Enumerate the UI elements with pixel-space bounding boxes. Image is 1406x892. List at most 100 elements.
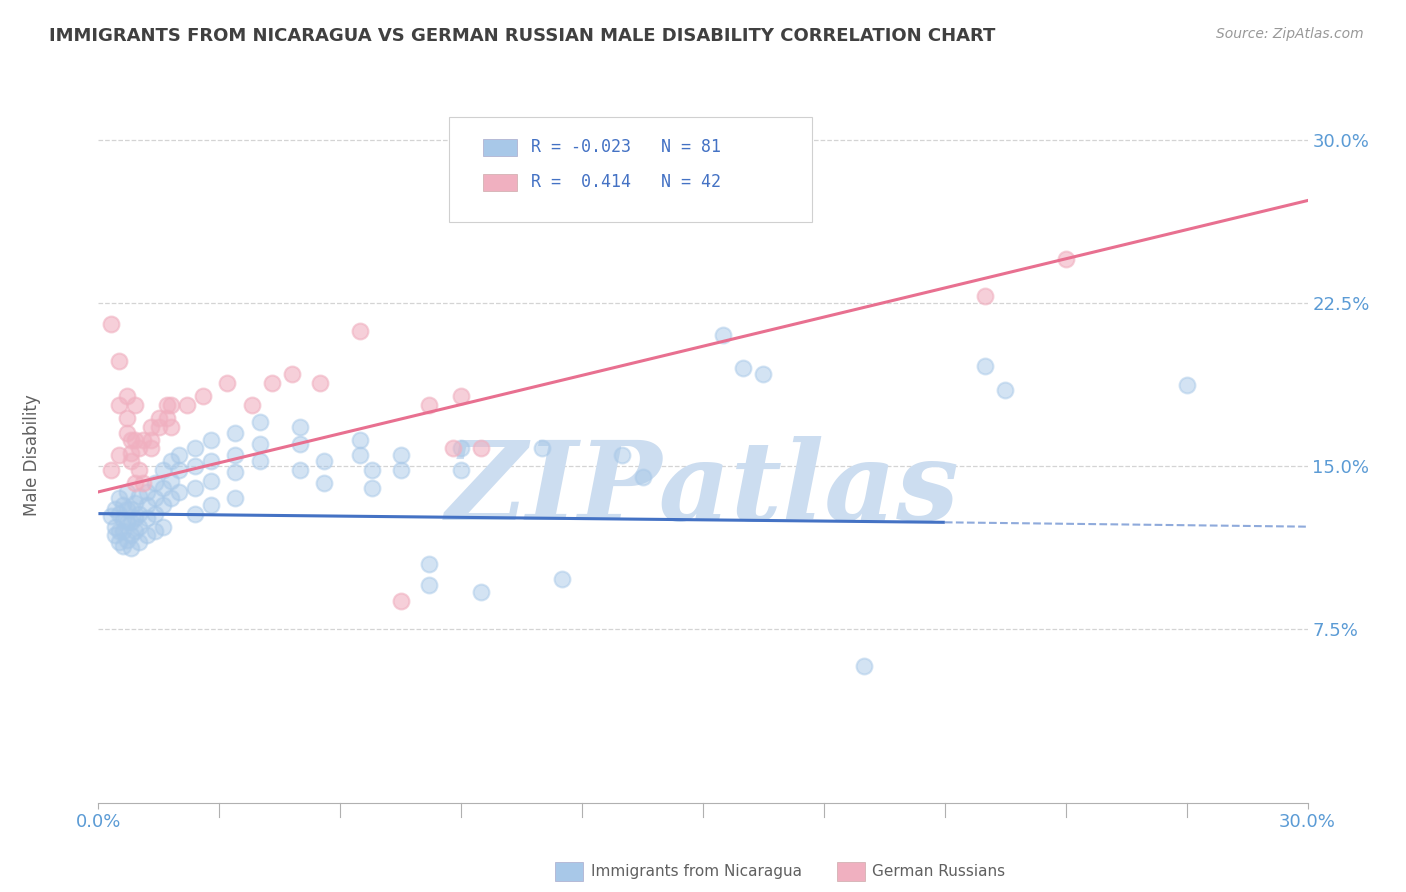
Point: [148, 411, 170, 425]
Point: [111, 513, 134, 527]
Point: [160, 398, 183, 412]
Point: [107, 398, 129, 412]
Point: [160, 474, 183, 488]
Point: [115, 533, 138, 547]
Point: [994, 383, 1017, 397]
Point: [288, 437, 311, 451]
Point: [115, 426, 138, 441]
Point: [450, 442, 472, 456]
Point: [156, 398, 179, 412]
Point: [128, 489, 150, 503]
Point: [752, 368, 775, 382]
Point: [143, 507, 166, 521]
Text: R =  0.414   N = 42: R = 0.414 N = 42: [531, 173, 721, 191]
Point: [974, 289, 997, 303]
Point: [167, 463, 190, 477]
Point: [260, 376, 283, 391]
Point: [418, 557, 440, 571]
Point: [107, 448, 129, 462]
Point: [314, 454, 336, 468]
Point: [217, 376, 239, 391]
Point: [733, 361, 755, 376]
Point: [124, 476, 146, 491]
Point: [152, 463, 174, 477]
Point: [249, 454, 271, 468]
Text: ZIPatlas: ZIPatlas: [446, 436, 960, 543]
Point: [470, 585, 492, 599]
Point: [160, 491, 183, 506]
Point: [120, 502, 142, 516]
Point: [152, 519, 174, 533]
Point: [111, 524, 134, 538]
Point: [120, 454, 142, 468]
Point: [184, 442, 207, 456]
Point: [349, 448, 371, 462]
Point: [103, 502, 125, 516]
Point: [152, 498, 174, 512]
Point: [167, 484, 190, 499]
Point: [288, 419, 311, 434]
Point: [115, 411, 138, 425]
Point: [124, 524, 146, 538]
Point: [224, 448, 246, 462]
Point: [120, 433, 142, 447]
Point: [120, 446, 142, 460]
Point: [711, 328, 734, 343]
Point: [107, 524, 129, 538]
Point: [103, 519, 125, 533]
Point: [156, 411, 179, 425]
Point: [389, 593, 412, 607]
Point: [349, 433, 371, 447]
Point: [135, 498, 157, 512]
Point: [361, 481, 384, 495]
Bar: [482, 174, 517, 191]
Point: [135, 484, 157, 499]
Point: [441, 442, 464, 456]
Point: [240, 398, 263, 412]
Point: [361, 463, 384, 477]
Point: [193, 389, 215, 403]
Point: [124, 398, 146, 412]
Point: [115, 502, 138, 516]
Point: [450, 463, 472, 477]
Point: [143, 524, 166, 538]
Point: [309, 376, 332, 391]
Point: [135, 511, 157, 525]
Point: [184, 481, 207, 495]
Text: German Russians: German Russians: [872, 864, 1005, 879]
Point: [124, 511, 146, 525]
Point: [974, 359, 997, 373]
Point: [281, 368, 304, 382]
Point: [124, 433, 146, 447]
FancyBboxPatch shape: [449, 118, 811, 222]
Point: [139, 433, 162, 447]
Point: [288, 463, 311, 477]
Point: [200, 474, 222, 488]
Point: [124, 496, 146, 510]
Point: [349, 324, 371, 338]
Point: [470, 442, 492, 456]
Point: [176, 398, 198, 412]
Point: [111, 498, 134, 512]
Text: R = -0.023   N = 81: R = -0.023 N = 81: [531, 138, 721, 156]
Point: [389, 448, 412, 462]
Point: [160, 419, 183, 434]
Text: Male Disability: Male Disability: [22, 394, 41, 516]
Point: [107, 507, 129, 521]
Point: [111, 539, 134, 553]
Point: [120, 528, 142, 542]
Point: [224, 466, 246, 480]
Point: [314, 476, 336, 491]
Point: [100, 463, 122, 477]
Bar: [482, 139, 517, 156]
Point: [184, 507, 207, 521]
Point: [143, 491, 166, 506]
Point: [1175, 378, 1198, 392]
Text: IMMIGRANTS FROM NICARAGUA VS GERMAN RUSSIAN MALE DISABILITY CORRELATION CHART: IMMIGRANTS FROM NICARAGUA VS GERMAN RUSS…: [49, 27, 995, 45]
Point: [128, 534, 150, 549]
Point: [115, 484, 138, 499]
Point: [143, 476, 166, 491]
Point: [100, 318, 122, 332]
Point: [450, 389, 472, 403]
Point: [1054, 252, 1077, 267]
